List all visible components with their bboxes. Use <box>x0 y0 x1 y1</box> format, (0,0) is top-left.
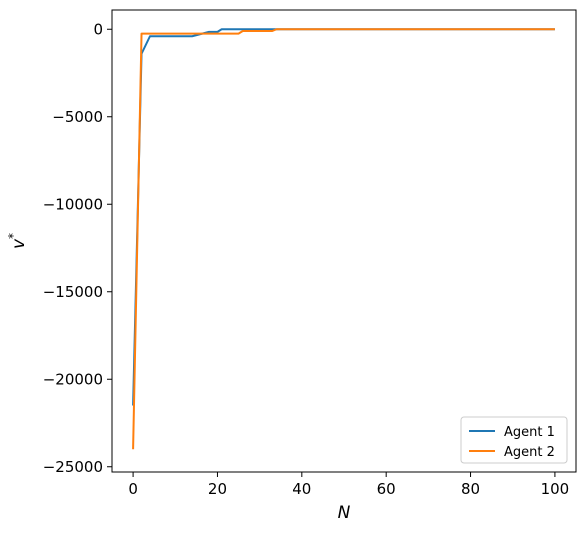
x-axis: 0 20 40 60 80 100 <box>128 472 569 498</box>
y-tick-label: −20000 <box>43 370 103 388</box>
series-line-1 <box>132 28 555 406</box>
y-tick-label: −15000 <box>43 283 103 301</box>
series-line-2 <box>132 28 555 450</box>
y-tick-label: 0 <box>93 20 103 38</box>
y-tick-label: −5000 <box>52 108 103 126</box>
x-tick-label: 80 <box>461 480 480 498</box>
legend: Agent 1 Agent 2 <box>460 416 568 464</box>
x-axis-label: N <box>338 503 351 523</box>
plot-lines <box>132 28 555 450</box>
legend-label: Agent 2 <box>504 445 555 460</box>
x-tick-label: 0 <box>128 480 138 498</box>
y-axis: 0 −5000 −10000 −15000 −20000 −25000 <box>43 20 112 476</box>
legend-label: Agent 1 <box>504 425 555 440</box>
y-tick-label: −10000 <box>43 195 103 213</box>
plot-frame <box>111 9 577 473</box>
y-axis-label: v* <box>6 233 29 249</box>
x-tick-label: 100 <box>541 480 570 498</box>
x-tick-label: 40 <box>292 480 311 498</box>
x-tick-label: 60 <box>377 480 396 498</box>
x-tick-label: 20 <box>208 480 227 498</box>
y-tick-label: −25000 <box>43 458 103 476</box>
